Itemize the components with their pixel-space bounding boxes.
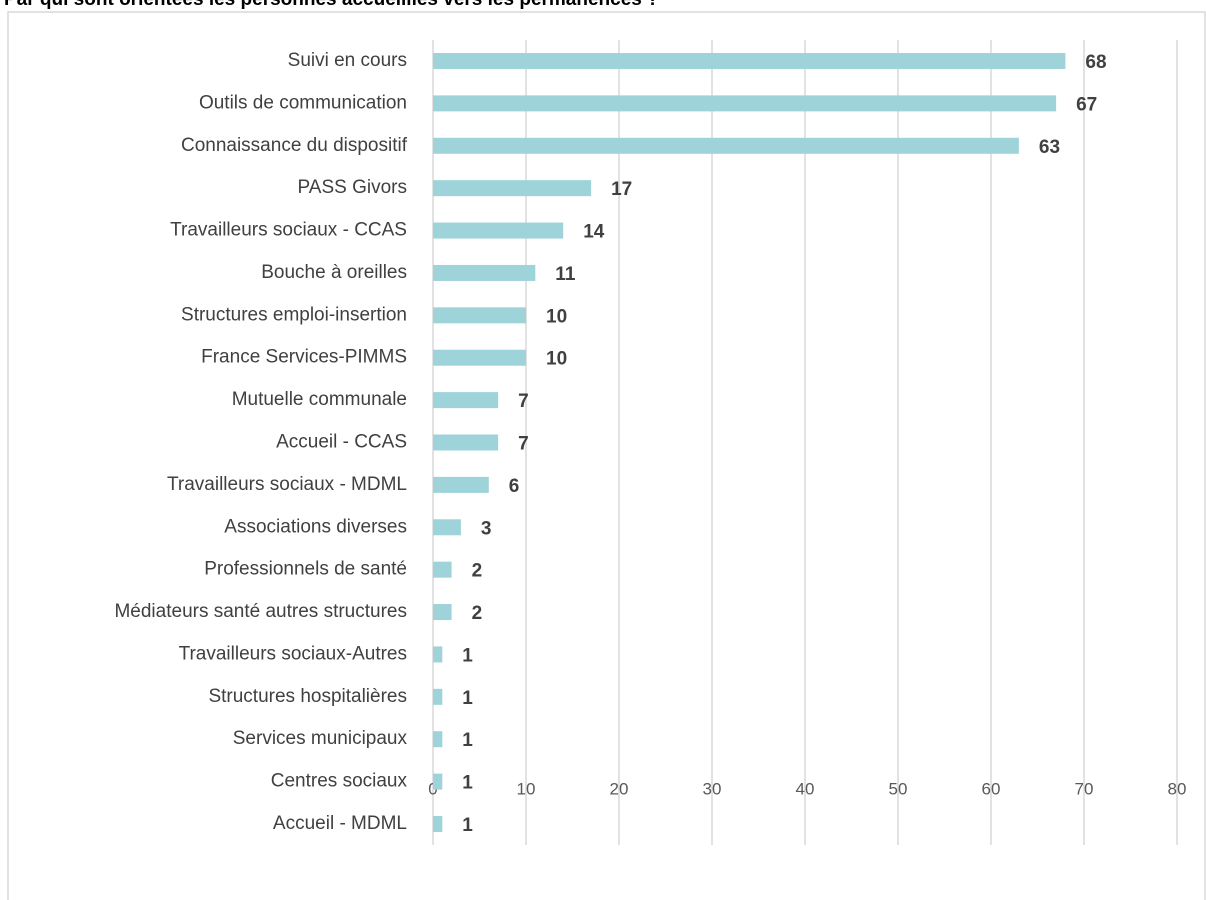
- y-tick-label: Centres sociaux: [271, 771, 408, 792]
- y-tick-label: France Services-PIMMS: [201, 347, 407, 368]
- bar: [433, 816, 443, 832]
- y-tick-label: Mutuelle communale: [232, 389, 407, 410]
- y-tick-label: Structures hospitalières: [208, 686, 407, 707]
- value-label: 1: [462, 815, 473, 836]
- bar: [433, 95, 1057, 112]
- value-label: 7: [518, 434, 529, 455]
- bar: [433, 137, 1019, 154]
- bar: [433, 349, 526, 366]
- value-label: 1: [462, 773, 473, 794]
- y-tick-label: Travailleurs sociaux-Autres: [179, 643, 407, 664]
- value-label: 63: [1039, 137, 1060, 158]
- bar: [433, 222, 564, 239]
- bar: [433, 519, 461, 536]
- value-label: 67: [1076, 94, 1097, 115]
- bar: [433, 773, 443, 790]
- y-tick-label: Bouche à oreilles: [261, 262, 407, 283]
- value-label: 68: [1085, 52, 1106, 73]
- x-tick-label: 80: [1168, 779, 1187, 798]
- chart-border: [7, 11, 1206, 900]
- x-tick-label: 40: [796, 779, 815, 798]
- y-tick-label: PASS Givors: [298, 177, 407, 198]
- bar: [433, 731, 443, 748]
- bar: [433, 264, 536, 281]
- chart-title: Par qui sont orientées les personnes acc…: [4, 0, 659, 10]
- value-label: 1: [462, 730, 473, 751]
- bar: [433, 392, 499, 409]
- bar: [433, 561, 452, 578]
- value-label: 1: [462, 688, 473, 709]
- y-tick-label: Accueil - CCAS: [276, 432, 407, 453]
- value-label: 11: [555, 264, 576, 285]
- value-label: 3: [481, 518, 492, 539]
- bar: [433, 688, 443, 705]
- y-tick-label: Services municipaux: [233, 728, 408, 749]
- bar: [433, 53, 1066, 69]
- value-label: 10: [546, 349, 567, 370]
- y-tick-label: Associations diverses: [224, 516, 407, 537]
- value-label: 6: [509, 476, 520, 497]
- x-tick-label: 20: [610, 779, 629, 798]
- value-label: 17: [611, 179, 632, 200]
- x-tick-label: 50: [889, 779, 908, 798]
- value-label: 2: [472, 561, 483, 582]
- value-label: 7: [518, 391, 529, 412]
- y-tick-label: Travailleurs sociaux - CCAS: [170, 220, 407, 241]
- x-tick-label: 70: [1075, 779, 1094, 798]
- bar: [433, 476, 489, 493]
- bar: [433, 180, 592, 197]
- y-tick-label: Professionnels de santé: [204, 559, 407, 580]
- bar: [433, 646, 443, 663]
- bar: [433, 434, 499, 451]
- value-label: 1: [462, 645, 473, 666]
- x-tick-label: 60: [982, 779, 1001, 798]
- y-tick-label: Structures emploi-insertion: [181, 304, 407, 325]
- y-tick-label: Connaissance du dispositif: [181, 135, 408, 156]
- x-tick-label: 10: [517, 779, 536, 798]
- bar: [433, 307, 526, 324]
- value-label: 14: [583, 222, 605, 243]
- y-tick-label: Suivi en cours: [288, 50, 407, 71]
- y-tick-label: Accueil - MDML: [273, 813, 407, 834]
- y-tick-label: Outils de communication: [199, 92, 407, 113]
- value-label: 2: [472, 603, 483, 624]
- bar: [433, 604, 452, 621]
- y-tick-label: Médiateurs santé autres structures: [114, 601, 407, 622]
- value-label: 10: [546, 306, 567, 327]
- x-tick-label: 30: [703, 779, 722, 798]
- y-tick-label: Travailleurs sociaux - MDML: [167, 474, 407, 495]
